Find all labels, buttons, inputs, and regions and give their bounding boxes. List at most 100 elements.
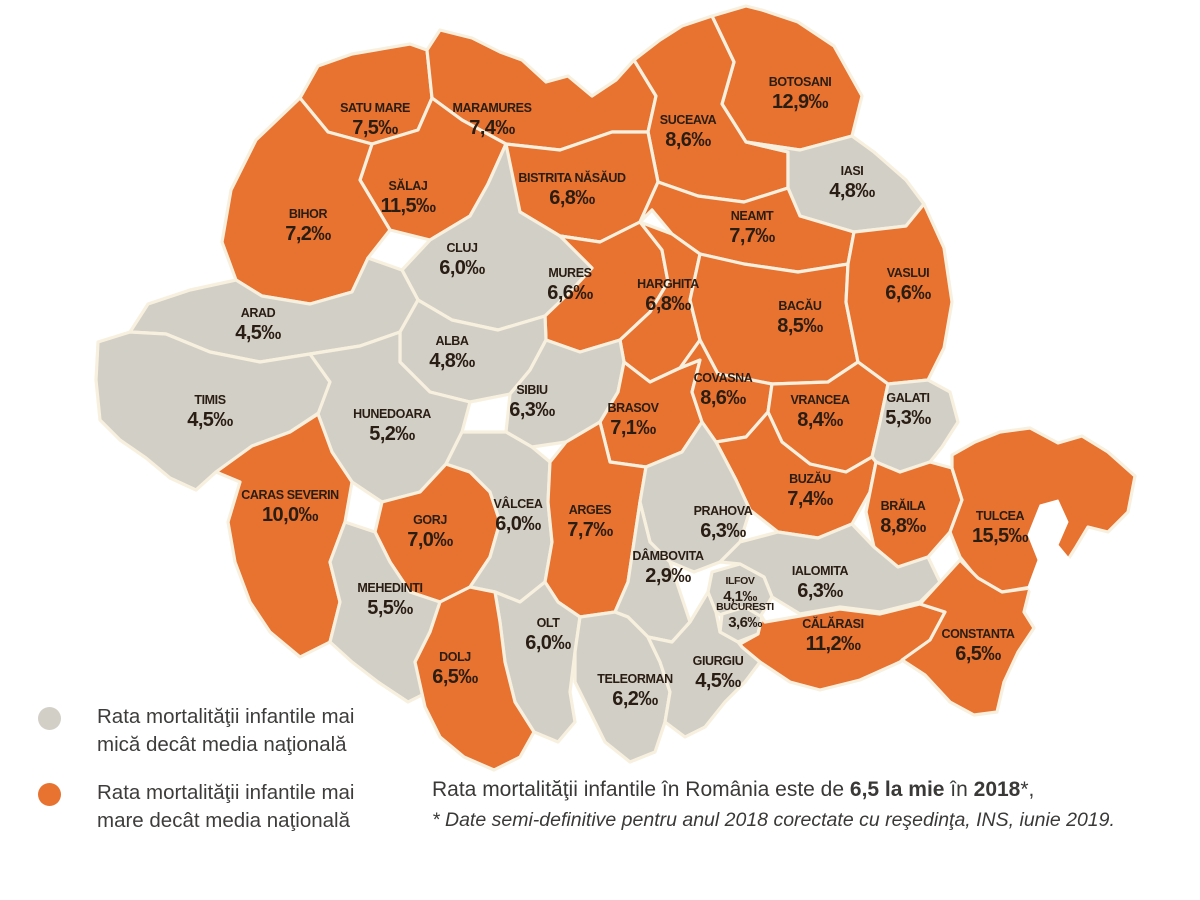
county-value-ag: 7,7‰ (567, 519, 613, 541)
county-label-hr: HARGHITA (637, 277, 699, 291)
county-value-ar: 4,5‰ (235, 322, 281, 344)
county-label-vl: VÂLCEA (494, 496, 543, 511)
county-cl (738, 602, 947, 692)
caption-footnote: * Date semi-definitive pentru anul 2018 … (432, 809, 1115, 831)
county-value-dj: 6,5‰ (432, 666, 478, 688)
county-value-cv: 8,6‰ (700, 387, 746, 409)
county-label-ab: ALBA (435, 334, 468, 348)
county-label-gj: GORJ (413, 513, 447, 527)
legend-line: mare decât media naţională (97, 809, 350, 832)
legend-label-above-average: Rata mortalităţii infantile mai mare dec… (97, 779, 355, 835)
county-value-tr: 6,2‰ (612, 688, 658, 710)
county-value-bc: 8,5‰ (777, 315, 823, 337)
legend-label-below-average: Rata mortalităţii infantile mai mică dec… (97, 703, 355, 759)
county-value-mm: 7,4‰ (469, 117, 515, 139)
county-value-gr: 4,5‰ (695, 670, 741, 692)
county-label-bc: BACĂU (778, 298, 822, 313)
county-value-if: 4,1‰ (723, 588, 757, 605)
legend-line: mică decât media naţională (97, 733, 347, 756)
county-label-if: ILFOV (726, 575, 755, 587)
county-label-bn: BISTRITA NĂSĂUD (518, 170, 626, 185)
legend-dot-above-average (38, 783, 61, 806)
county-value-br: 8,8‰ (880, 515, 926, 537)
danube-delta-lagoon-icon (1027, 499, 1073, 608)
county-value-sj: 11,5‰ (381, 195, 436, 217)
county-label-db: DÂMBOVITA (632, 548, 704, 563)
county-label-tm: TIMIS (194, 393, 225, 407)
county-label-sv: SUCEAVA (660, 113, 717, 127)
county-label-cs: CARAS SEVERIN (241, 488, 339, 502)
county-value-hr: 6,8‰ (645, 293, 691, 315)
county-value-vn: 8,4‰ (797, 409, 843, 431)
county-value-sv: 8,6‰ (665, 129, 711, 151)
county-label-vn: VRANCEA (790, 393, 849, 407)
county-label-dj: DOLJ (439, 650, 471, 664)
county-label-vs: VASLUI (887, 266, 930, 280)
caption-text: *, (1020, 778, 1035, 801)
county-value-tm: 4,5‰ (187, 409, 233, 431)
county-value-cs: 10,0‰ (262, 504, 319, 526)
county-label-ag: ARGES (569, 503, 612, 517)
county-label-hd: HUNEDOARA (353, 407, 431, 421)
county-label-tr: TELEORMAN (597, 672, 673, 686)
county-label-bt: BOTOSANI (769, 75, 832, 89)
county-value-is: 4,8‰ (829, 180, 875, 202)
county-value-bv: 7,1‰ (610, 417, 656, 439)
county-label-cl: CĂLĂRASI (802, 616, 863, 631)
legend-item-above-average: Rata mortalităţii infantile mai mare dec… (38, 779, 355, 835)
county-label-tl: TULCEA (976, 509, 1025, 523)
caption-text: în (944, 778, 974, 801)
county-br (864, 460, 964, 569)
legend-item-below-average: Rata mortalităţii infantile mai mică dec… (38, 703, 355, 759)
county-value-gl: 5,3‰ (885, 407, 931, 429)
county-label-ph: PRAHOVA (694, 504, 753, 518)
county-label-olt: OLT (537, 616, 561, 630)
county-value-ms: 6,6‰ (547, 282, 593, 304)
county-label-cj: CLUJ (446, 241, 477, 255)
county-label-cv: COVASNA (694, 371, 753, 385)
county-label-sb: SIBIU (516, 383, 548, 397)
county-ct (900, 558, 1036, 717)
caption-text-bold: 2018 (973, 778, 1021, 801)
county-label-gr: GIURGIU (693, 654, 744, 668)
county-value-hd: 5,2‰ (369, 423, 415, 445)
county-value-bt: 12,9‰ (772, 91, 829, 113)
county-value-ab: 4,8‰ (429, 350, 475, 372)
county-value-tl: 15,5‰ (972, 525, 1029, 547)
county-value-vs: 6,6‰ (885, 282, 931, 304)
county-label-is: IASI (841, 164, 864, 178)
county-label-ar: ARAD (241, 306, 276, 320)
county-label-br: BRĂILA (881, 498, 926, 513)
county-value-bh: 7,2‰ (285, 223, 331, 245)
county-label-bz: BUZĂU (789, 471, 831, 486)
county-vs (844, 202, 954, 386)
legend: Rata mortalităţii infantile mai mică dec… (38, 703, 355, 855)
county-label-bv: BRASOV (607, 401, 659, 415)
county-bc (688, 252, 860, 386)
county-value-db: 2,9‰ (645, 565, 691, 587)
caption-text: Rata mortalităţii infantile în România e… (432, 778, 850, 801)
caption-text-bold: 6,5 la mie (849, 778, 945, 801)
county-label-il: IALOMITA (792, 564, 849, 578)
county-value-gj: 7,0‰ (407, 529, 453, 551)
county-value-sm: 7,5‰ (352, 117, 398, 139)
legend-line: Rata mortalităţii infantile mai (97, 705, 355, 728)
county-value-bz: 7,4‰ (787, 488, 833, 510)
county-tr (573, 610, 672, 764)
legend-dot-below-average (38, 707, 61, 730)
county-value-ph: 6,3‰ (700, 520, 746, 542)
county-label-mh: MEHEDINTI (357, 581, 422, 595)
county-value-nt: 7,7‰ (729, 225, 775, 247)
county-label-sj: SĂLAJ (389, 178, 428, 193)
county-label-mm: MARAMURES (452, 101, 531, 115)
county-label-nt: NEAMT (731, 209, 774, 223)
legend-line: Rata mortalităţii infantile mai (97, 781, 355, 804)
caption-summary: Rata mortalităţii infantile în România e… (432, 776, 1162, 804)
caption: Rata mortalităţii infantile în România e… (432, 776, 1162, 834)
county-value-vl: 6,0‰ (495, 513, 541, 535)
county-label-gl: GALATI (886, 391, 929, 405)
county-value-mh: 5,5‰ (367, 597, 413, 619)
county-value-bn: 6,8‰ (549, 187, 595, 209)
